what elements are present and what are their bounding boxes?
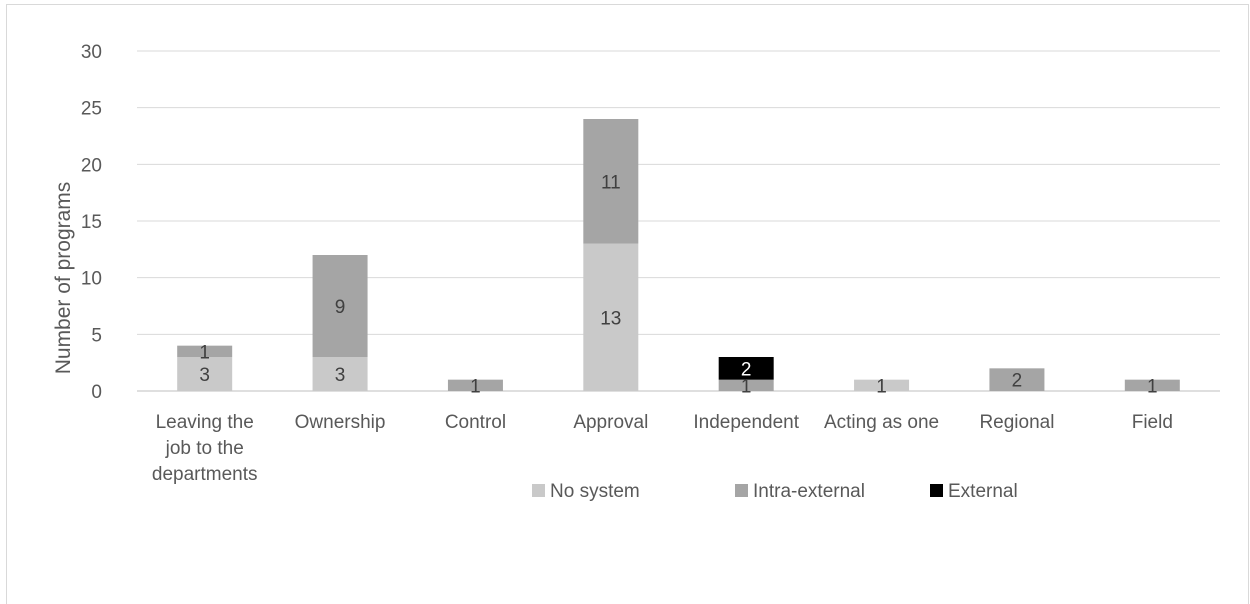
x-tick-label: Approval: [573, 412, 648, 433]
x-tick-label: job to the: [165, 438, 244, 459]
legend-label: External: [948, 481, 1018, 502]
data-label: 13: [600, 308, 621, 329]
x-tick-label: Ownership: [295, 412, 386, 433]
x-axis-ticks: Leaving the job to the departments Ownershi…: [152, 412, 1173, 485]
bar-segment: [718, 379, 774, 391]
bar-segment: [583, 119, 639, 244]
y-tick-label: 25: [81, 99, 102, 120]
y-tick-label: 5: [91, 325, 102, 346]
data-label: 2: [741, 359, 752, 380]
x-tick-label: Acting as one: [824, 412, 939, 433]
y-tick-label: 15: [81, 212, 102, 233]
bar-segment: [583, 243, 639, 391]
data-label: 11: [601, 172, 621, 193]
legend-swatch: [735, 484, 748, 497]
y-axis-label: Number of programs: [52, 182, 75, 375]
legend-swatch: [532, 484, 545, 497]
bar-segment: [989, 368, 1045, 391]
x-tick-label: Independent: [693, 412, 799, 433]
bar-segment: [312, 357, 368, 391]
legend-label: Intra-external: [753, 481, 865, 502]
data-label: 1: [1147, 376, 1158, 397]
data-label: 2: [1012, 371, 1023, 392]
x-tick-label: Control: [445, 412, 506, 433]
data-label: 9: [335, 297, 346, 318]
y-tick-label: 20: [81, 155, 102, 176]
legend-label: No system: [550, 481, 640, 502]
y-tick-label: 0: [91, 382, 102, 403]
y-axis-ticks: 0 5 10 15 20 25 30: [81, 42, 102, 403]
y-tick-label: 10: [81, 269, 102, 290]
bar-segment: [177, 345, 233, 357]
bar-segment: [447, 379, 503, 391]
legend-swatch: [930, 484, 943, 497]
x-tick-label: Regional: [979, 412, 1054, 433]
data-label: 1: [199, 342, 210, 363]
bar-segment: [177, 357, 233, 391]
data-label: 1: [741, 376, 752, 397]
chart-frame: [6, 4, 1249, 604]
gridlines: [137, 50, 1220, 392]
data-label: 3: [335, 365, 346, 386]
data-label: 1: [876, 376, 887, 397]
x-tick-label: Leaving the: [156, 412, 254, 433]
bar-segment: [854, 379, 910, 391]
x-tick-label: Field: [1132, 412, 1173, 433]
bars: [177, 119, 1180, 391]
x-tick-label: departments: [152, 464, 258, 485]
data-label: 3: [199, 365, 210, 386]
legend: No system Intra-external External: [532, 481, 1018, 502]
bar-segment: [1124, 379, 1180, 391]
bar-segment: [312, 255, 368, 357]
data-label: 1: [470, 376, 481, 397]
bar-segment: [718, 357, 774, 380]
y-tick-label: 30: [81, 42, 102, 63]
